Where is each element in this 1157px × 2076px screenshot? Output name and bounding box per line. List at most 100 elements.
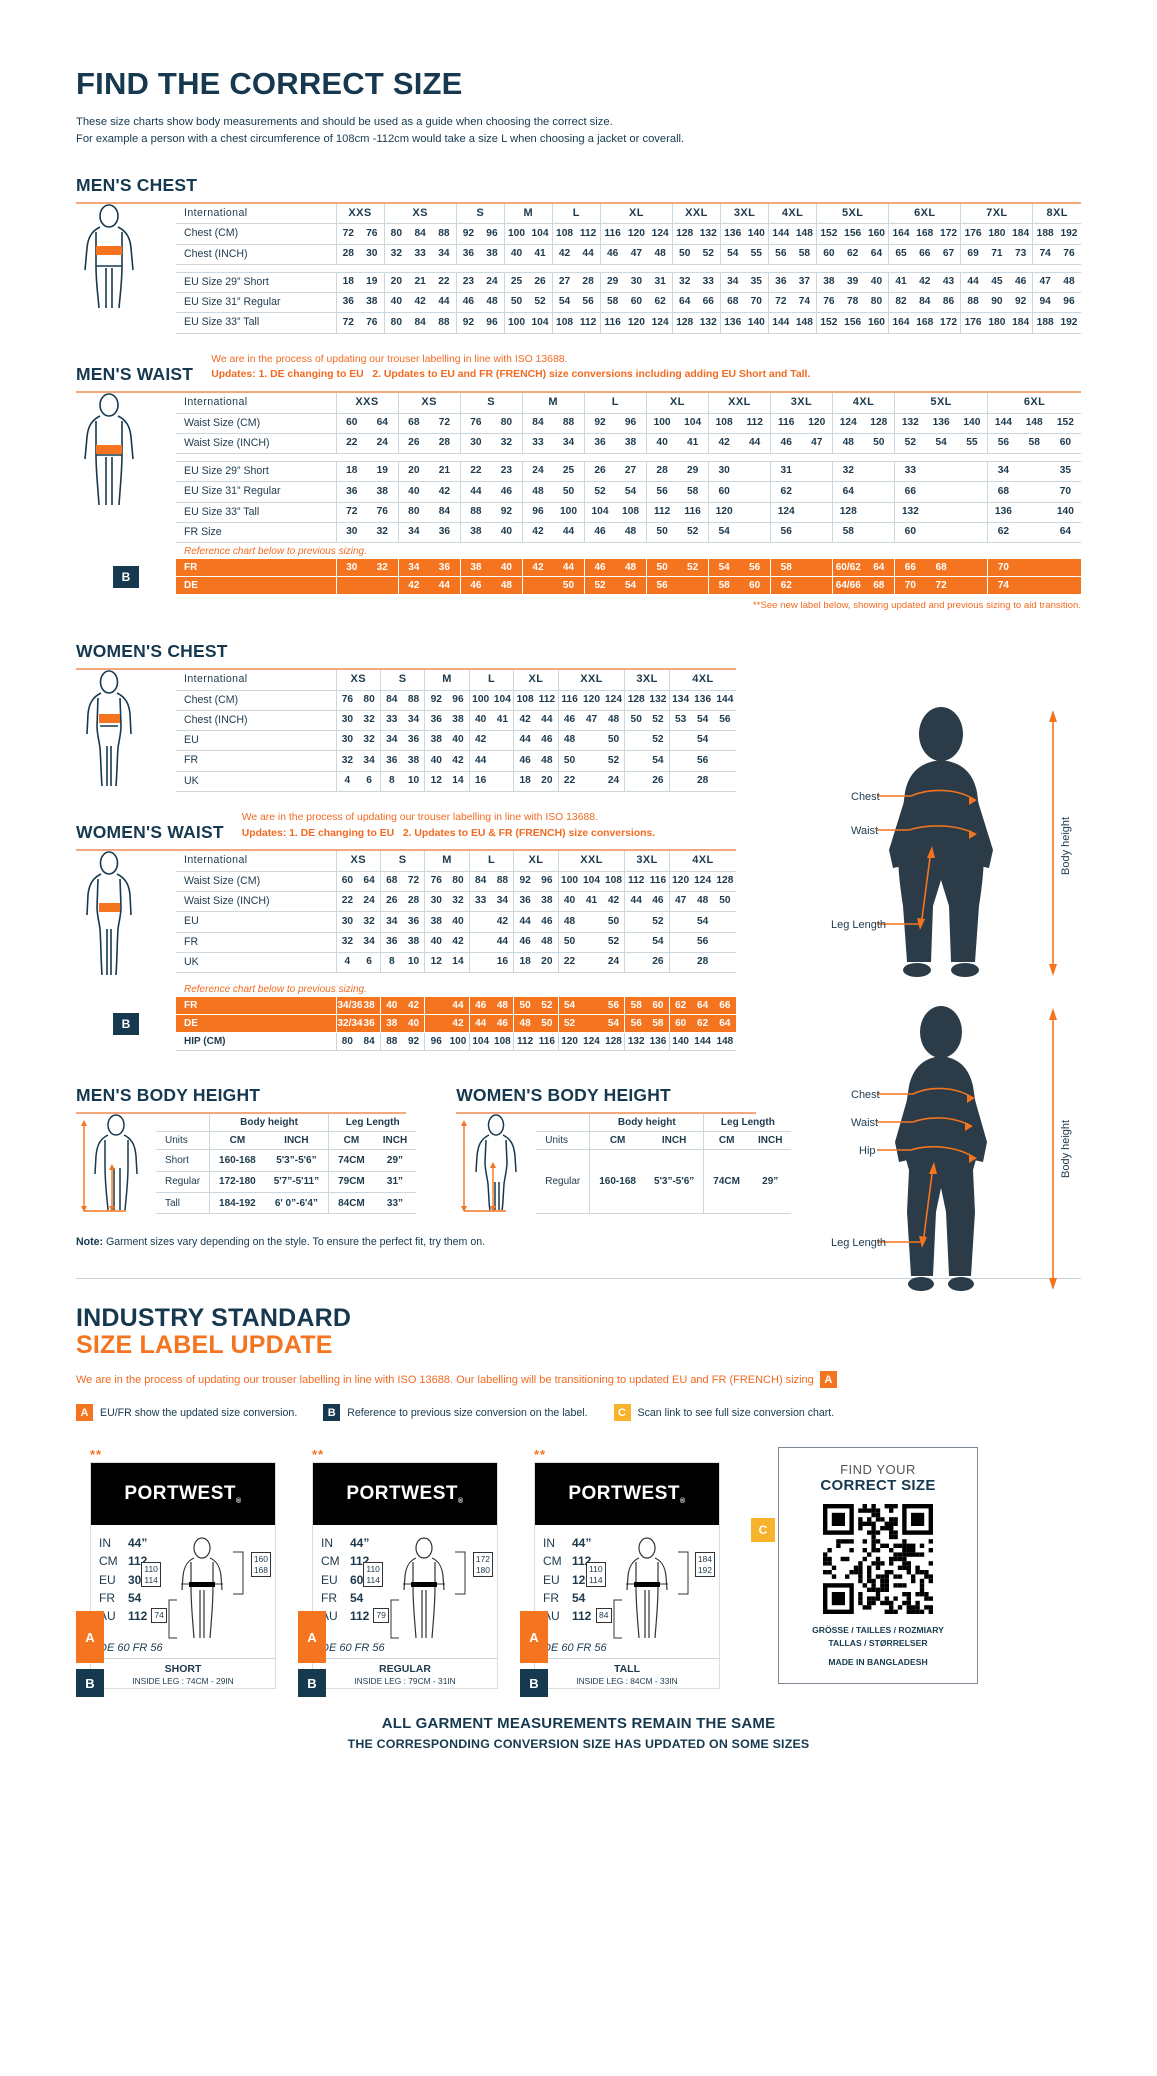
- cell: 100: [468, 690, 492, 712]
- row-label: UK: [176, 771, 336, 792]
- womens-waist-notice-line1: We are in the process of updating our tr…: [241, 812, 598, 824]
- reference-cell: 66: [713, 997, 736, 1016]
- row-label: EU Size 31” Regular: [176, 292, 336, 314]
- label-measure-list: IN 44” CM 112 EU 120 FR 54 AU 112: [543, 1534, 592, 1638]
- cell: 48: [535, 750, 559, 772]
- cell: 88: [432, 223, 457, 245]
- womens-chest-table: International XS S M L XL XXL 3XL 4XL Chest (CM) 7…: [176, 670, 736, 792]
- size-label-card: ** PORTWEST ® IN 44” CM 112 EU 120 FR 54 AU 112 110 11…: [520, 1447, 720, 1698]
- legend-text: Scan link to see full size conversion ch…: [637, 1406, 835, 1419]
- reference-cell: [801, 559, 833, 578]
- label-box-left: 110 114: [363, 1562, 383, 1588]
- table-row: EU 30 32 34 36 38 40 42 44 46 48 50 52 54: [176, 911, 736, 933]
- cell: 56: [768, 244, 793, 265]
- cell: 28: [429, 433, 461, 455]
- table-row: Waist Size (INCH) 22 24 26 28 30 32 33 34 36 38 40 4…: [176, 891, 736, 913]
- cell: 46: [557, 710, 581, 732]
- cell: 108: [602, 871, 625, 893]
- mens-chest-topline: [76, 201, 1081, 204]
- cell: 54: [615, 481, 647, 503]
- cell: 140: [1049, 502, 1081, 523]
- cell: [739, 502, 771, 523]
- size-col-xs: XS: [383, 203, 457, 225]
- label-measure-row: FR 54: [321, 1589, 369, 1607]
- hip-cell: 140: [668, 1032, 692, 1052]
- qr-foot-2: TALLAS / STØRRELSER: [828, 1638, 928, 1649]
- reference-row: DE 32/34 36 38 40 42 44 46 48 50 52 54 56 58 60 62 64: [176, 1014, 736, 1034]
- label-measure-row: FR 54: [543, 1589, 592, 1607]
- cell: 22: [557, 952, 581, 974]
- mens-waist-refnote-gutter: [76, 543, 176, 559]
- mens-waist-table-col: International XXS XS S M L XL XXL 3XL 4XL 5XL 6XL Wa…: [176, 392, 1081, 544]
- cell: 65: [888, 244, 913, 265]
- bh-row: Short 160-168 5'3”-5'6” 74CM 29”: [156, 1149, 417, 1172]
- cell: 37: [792, 272, 817, 294]
- womens-body-height-title: WOMEN'S BODY HEIGHT: [456, 1085, 671, 1106]
- womens-waist-table: International XS S M L XL XXL 3XL 4XL Waist Size …: [176, 851, 736, 974]
- cell: 31: [769, 461, 802, 483]
- label-measure-key: EU: [321, 1572, 338, 1587]
- bh-cell: Tall: [156, 1192, 210, 1215]
- cell: 132: [894, 502, 926, 523]
- cell: 132: [894, 413, 926, 434]
- label-measure-value: 44”: [572, 1536, 592, 1551]
- reference-cell: 54: [707, 559, 740, 578]
- bh-subheader: INCH: [748, 1131, 792, 1151]
- cell: 46: [535, 730, 559, 752]
- cell: [801, 481, 833, 503]
- mens-waist-reference-table: FR 30 32 34 36 38 40 42 44 46 48 50 52 54 56 58 60/62 64…: [176, 559, 1081, 596]
- cell: 47: [580, 710, 603, 732]
- size-label-card: ** PORTWEST ® IN 44” CM 112 EU 30 FR 54 AU 112 110 114…: [76, 1447, 276, 1698]
- cell: 38: [402, 932, 425, 953]
- cell: 33: [379, 710, 403, 732]
- size-label-card: ** PORTWEST ® IN 44” CM 112 EU 60 FR 54 AU 112 110 114…: [298, 1447, 498, 1698]
- cell: 41: [528, 244, 553, 265]
- cell: 120: [624, 223, 649, 245]
- label-measure-value: 30: [128, 1572, 142, 1587]
- cell: 58: [599, 292, 625, 314]
- mens-waist-update-1: 1. DE changing to EU: [258, 369, 364, 381]
- label-de-fr-line: DE 60 FR 56: [321, 1642, 385, 1655]
- cell: 24: [521, 461, 554, 483]
- cell: 112: [645, 502, 678, 523]
- cell: 140: [744, 312, 769, 334]
- cell: 100: [553, 502, 585, 523]
- womens-waist-refnote-row: Reference chart below to previous sizing…: [76, 981, 736, 997]
- cell: 36: [335, 481, 368, 503]
- cell: 116: [769, 413, 802, 434]
- cell: 40: [864, 272, 889, 294]
- cell: 44: [535, 710, 559, 732]
- size-col-s: S: [379, 670, 425, 691]
- table-row: UK 4 6 8 10 12 14 16 18 20 22 24 26 28: [176, 952, 736, 974]
- cell: 34: [358, 932, 381, 953]
- cell: 172: [936, 312, 961, 334]
- cell: 168: [912, 312, 937, 334]
- portwest-logo: PORTWEST ®: [568, 1483, 685, 1505]
- qr-code-icon[interactable]: [823, 1504, 933, 1615]
- cell: 41: [677, 433, 709, 455]
- registered-mark-icon: ®: [458, 1498, 464, 1506]
- row-label: EU Size 33” Tall: [176, 312, 336, 334]
- cell: 136: [925, 413, 957, 434]
- label-tag-a: A: [298, 1611, 326, 1664]
- cell: 50: [863, 433, 895, 455]
- reference-cell: 68: [925, 559, 957, 578]
- cell: 28: [691, 771, 714, 792]
- bh-cell: 31”: [373, 1171, 417, 1193]
- size-col-xxs: XXS: [335, 392, 399, 414]
- mens-chest-figure: [76, 203, 176, 334]
- reference-cell: [1049, 559, 1081, 578]
- mens-waist-reference-note: Reference chart below to previous sizing…: [184, 546, 367, 558]
- reference-cell: 66: [894, 559, 926, 578]
- label-measure-row: IN 44”: [543, 1534, 592, 1552]
- cell: 148: [1018, 413, 1050, 434]
- cell: 56: [769, 522, 802, 544]
- female-axis-body-height: Body height: [1060, 1120, 1072, 1178]
- cell: 24: [358, 891, 381, 913]
- cell: 52: [647, 730, 670, 752]
- cell: 38: [480, 244, 505, 265]
- qr-line-2: CORRECT SIZE: [820, 1477, 936, 1495]
- cell: 30: [424, 891, 448, 913]
- label-measure-row: AU 112: [543, 1607, 592, 1625]
- bh-group-body-height: Body height: [209, 1114, 329, 1133]
